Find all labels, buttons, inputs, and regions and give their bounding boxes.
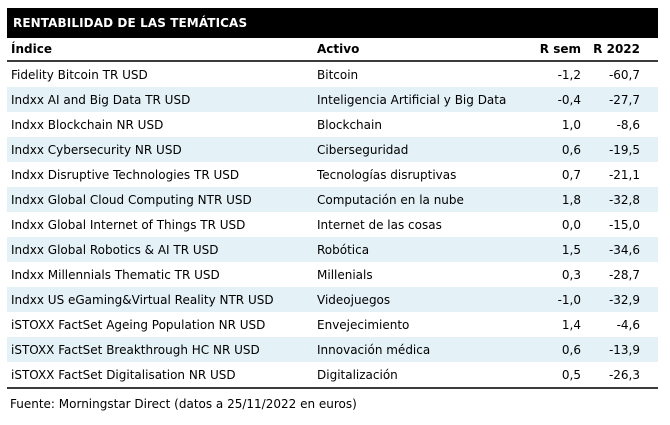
table-row: Indxx AI and Big Data TR USD Inteligencia… — [7, 87, 658, 112]
cell-r-2022: -60,7 — [608, 67, 640, 82]
cell-indice: Indxx Millennials Thematic TR USD — [11, 267, 220, 282]
cell-indice: Indxx Blockchain NR USD — [11, 117, 164, 132]
table-row: Fidelity Bitcoin TR USD Bitcoin -1,2 -60,7 — [7, 62, 658, 87]
cell-activo: Internet de las cosas — [317, 217, 442, 232]
cell-activo: Videojuegos — [317, 292, 391, 307]
column-header-r-2022: R 2022 — [593, 42, 640, 56]
cell-indice: iSTOXX FactSet Breakthrough HC NR USD — [11, 342, 260, 357]
table-title: RENTABILIDAD DE LAS TEMÁTICAS — [13, 16, 248, 30]
cell-activo: Innovación médica — [317, 342, 431, 357]
source-note: Fuente: Morningstar Direct (datos a 25/1… — [10, 397, 357, 411]
table-row: Indxx Disruptive Technologies TR USD Tecn… — [7, 162, 658, 187]
cell-activo: Millenials — [317, 267, 373, 282]
cell-r-2022: -21,1 — [608, 167, 640, 182]
cell-r-sem: 1,0 — [561, 117, 581, 132]
cell-r-2022: -28,7 — [608, 267, 640, 282]
table-row: Indxx Cybersecurity NR USD Ciberseguridad… — [7, 137, 658, 162]
cell-indice: iSTOXX FactSet Ageing Population NR USD — [11, 317, 266, 332]
table-title-bar: RENTABILIDAD DE LAS TEMÁTICAS — [7, 8, 658, 38]
table-row: Indxx Blockchain NR USD Blockchain 1,0 -8,6 — [7, 112, 658, 137]
cell-r-sem: 1,8 — [561, 192, 581, 207]
thematics-table: RENTABILIDAD DE LAS TEMÁTICAS Índice Act… — [7, 8, 658, 411]
table-row: Indxx Millennials Thematic TR USD Milleni… — [7, 262, 658, 287]
cell-activo: Digitalización — [317, 367, 398, 382]
cell-activo: Ciberseguridad — [317, 142, 409, 157]
column-header-r-sem: R sem — [539, 42, 581, 56]
cell-activo: Computación en la nube — [317, 192, 464, 207]
cell-activo: Inteligencia Artificial y Big Data — [317, 92, 507, 107]
cell-r-sem: 0,0 — [561, 217, 581, 232]
table-row: iSTOXX FactSet Ageing Population NR USD E… — [7, 312, 658, 337]
table-row: Indxx US eGaming&Virtual Reality NTR USD… — [7, 287, 658, 312]
cell-r-2022: -8,6 — [616, 117, 640, 132]
cell-r-2022: -15,0 — [608, 217, 640, 232]
cell-activo: Tecnologías disruptivas — [317, 167, 457, 182]
column-header-indice: Índice — [11, 42, 52, 56]
table-body: Fidelity Bitcoin TR USD Bitcoin -1,2 -60,7 I… — [7, 62, 658, 389]
cell-indice: iSTOXX FactSet Digitalisation NR USD — [11, 367, 236, 382]
cell-indice: Indxx US eGaming&Virtual Reality NTR USD — [11, 292, 274, 307]
cell-r-sem: 0,5 — [561, 367, 581, 382]
table-row: Indxx Global Robotics & AI TR USD Robótic… — [7, 237, 658, 262]
table-header-row: Índice Activo R sem R 2022 — [7, 38, 658, 62]
cell-r-2022: -13,9 — [608, 342, 640, 357]
cell-r-2022: -34,6 — [608, 242, 640, 257]
cell-indice: Indxx Disruptive Technologies TR USD — [11, 167, 240, 182]
cell-r-2022: -27,7 — [608, 92, 640, 107]
cell-r-sem: 0,6 — [561, 342, 581, 357]
table-row: Indxx Global Internet of Things TR USD In… — [7, 212, 658, 237]
cell-indice: Indxx Global Robotics & AI TR USD — [11, 242, 219, 257]
table-row: iSTOXX FactSet Digitalisation NR USD Digi… — [7, 362, 658, 387]
cell-r-sem: -1,2 — [557, 67, 581, 82]
cell-r-2022: -32,9 — [608, 292, 640, 307]
cell-r-sem: 0,6 — [561, 142, 581, 157]
cell-activo: Blockchain — [317, 117, 382, 132]
cell-r-2022: -26,3 — [608, 367, 640, 382]
cell-activo: Bitcoin — [317, 67, 359, 82]
cell-activo: Envejecimiento — [317, 317, 410, 332]
cell-r-sem: 0,3 — [561, 267, 581, 282]
cell-r-sem: 1,5 — [561, 242, 581, 257]
cell-indice: Indxx Global Cloud Computing NTR USD — [11, 192, 252, 207]
cell-activo: Robótica — [317, 242, 370, 257]
cell-r-sem: -0,4 — [557, 92, 581, 107]
cell-r-sem: -1,0 — [557, 292, 581, 307]
cell-r-2022: -4,6 — [616, 317, 640, 332]
cell-indice: Indxx Global Internet of Things TR USD — [11, 217, 246, 232]
cell-indice: Indxx Cybersecurity NR USD — [11, 142, 182, 157]
table-row: Indxx Global Cloud Computing NTR USD Comp… — [7, 187, 658, 212]
cell-r-2022: -19,5 — [608, 142, 640, 157]
cell-r-2022: -32,8 — [608, 192, 640, 207]
cell-indice: Indxx AI and Big Data TR USD — [11, 92, 191, 107]
cell-r-sem: 1,4 — [561, 317, 581, 332]
table-row: iSTOXX FactSet Breakthrough HC NR USD Inn… — [7, 337, 658, 362]
cell-indice: Fidelity Bitcoin TR USD — [11, 67, 148, 82]
cell-r-sem: 0,7 — [561, 167, 581, 182]
column-header-activo: Activo — [317, 42, 360, 56]
